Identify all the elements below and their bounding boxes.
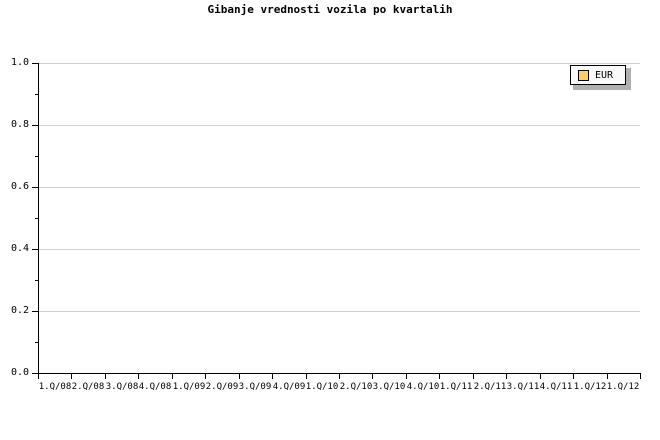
x-tick <box>306 374 307 379</box>
y-tick-minor <box>35 280 39 281</box>
x-tick <box>573 374 574 379</box>
gridline-y <box>38 249 640 250</box>
legend[interactable]: EUR <box>570 65 626 85</box>
y-axis-label: 0.6 <box>10 181 29 192</box>
x-tick <box>239 374 240 379</box>
x-tick <box>607 374 608 379</box>
x-axis-label: 4.Q/09 <box>272 382 306 392</box>
gridline-y <box>38 311 640 312</box>
x-tick <box>105 374 106 379</box>
y-axis-label: 0.8 <box>10 119 29 130</box>
x-axis-label: 1.Q/12 <box>573 382 607 392</box>
x-axis-label: 1.Q/10 <box>305 382 339 392</box>
plot-area <box>38 63 640 374</box>
gridline-y <box>38 125 640 126</box>
x-tick <box>38 374 39 379</box>
x-axis-label: 3.Q/11 <box>506 382 540 392</box>
x-axis-label: 2.Q/08 <box>71 382 105 392</box>
x-tick <box>473 374 474 379</box>
gridline-y <box>38 63 640 64</box>
x-axis-label: 2.Q/10 <box>339 382 373 392</box>
x-tick <box>540 374 541 379</box>
legend-swatch-eur <box>578 69 589 81</box>
y-tick-minor <box>35 94 39 95</box>
x-tick <box>272 374 273 379</box>
y-axis-label: 0.2 <box>10 305 29 316</box>
x-axis-line <box>38 373 641 374</box>
x-axis-label: 4.Q/10 <box>406 382 440 392</box>
x-tick <box>172 374 173 379</box>
x-axis-label: 2.Q/09 <box>205 382 239 392</box>
y-tick-major <box>32 187 39 188</box>
legend-label-eur: EUR <box>595 69 614 81</box>
y-tick-minor <box>35 342 39 343</box>
x-axis-label: 3.Q/09 <box>238 382 272 392</box>
x-axis-label: 1.Q/12 <box>606 382 640 392</box>
x-tick <box>506 374 507 379</box>
y-tick-major <box>32 373 39 374</box>
y-tick-minor <box>35 156 39 157</box>
gridline-y <box>38 187 640 188</box>
x-tick <box>640 374 641 379</box>
x-axis-label: 2.Q/11 <box>473 382 507 392</box>
y-tick-major <box>32 63 39 64</box>
y-axis-label: 0.0 <box>10 367 29 378</box>
chart-title: Gibanje vrednosti vozila po kvartalih <box>207 3 453 16</box>
y-tick-major <box>32 125 39 126</box>
x-axis-label: 3.Q/08 <box>105 382 139 392</box>
y-tick-major <box>32 249 39 250</box>
y-axis-label: 0.4 <box>10 243 29 254</box>
x-axis-label: 1.Q/09 <box>172 382 206 392</box>
x-axis-label: 4.Q/11 <box>539 382 573 392</box>
x-axis-label: 4.Q/08 <box>138 382 172 392</box>
y-tick-major <box>32 311 39 312</box>
x-tick <box>406 374 407 379</box>
y-axis-label: 1.0 <box>10 57 29 68</box>
x-tick <box>138 374 139 379</box>
y-tick-minor <box>35 218 39 219</box>
x-tick <box>71 374 72 379</box>
x-axis-label: 1.Q/11 <box>439 382 473 392</box>
x-tick <box>205 374 206 379</box>
x-tick <box>372 374 373 379</box>
x-axis-label: 3.Q/10 <box>372 382 406 392</box>
x-tick <box>439 374 440 379</box>
x-tick <box>339 374 340 379</box>
x-axis-label: 1.Q/08 <box>38 382 72 392</box>
